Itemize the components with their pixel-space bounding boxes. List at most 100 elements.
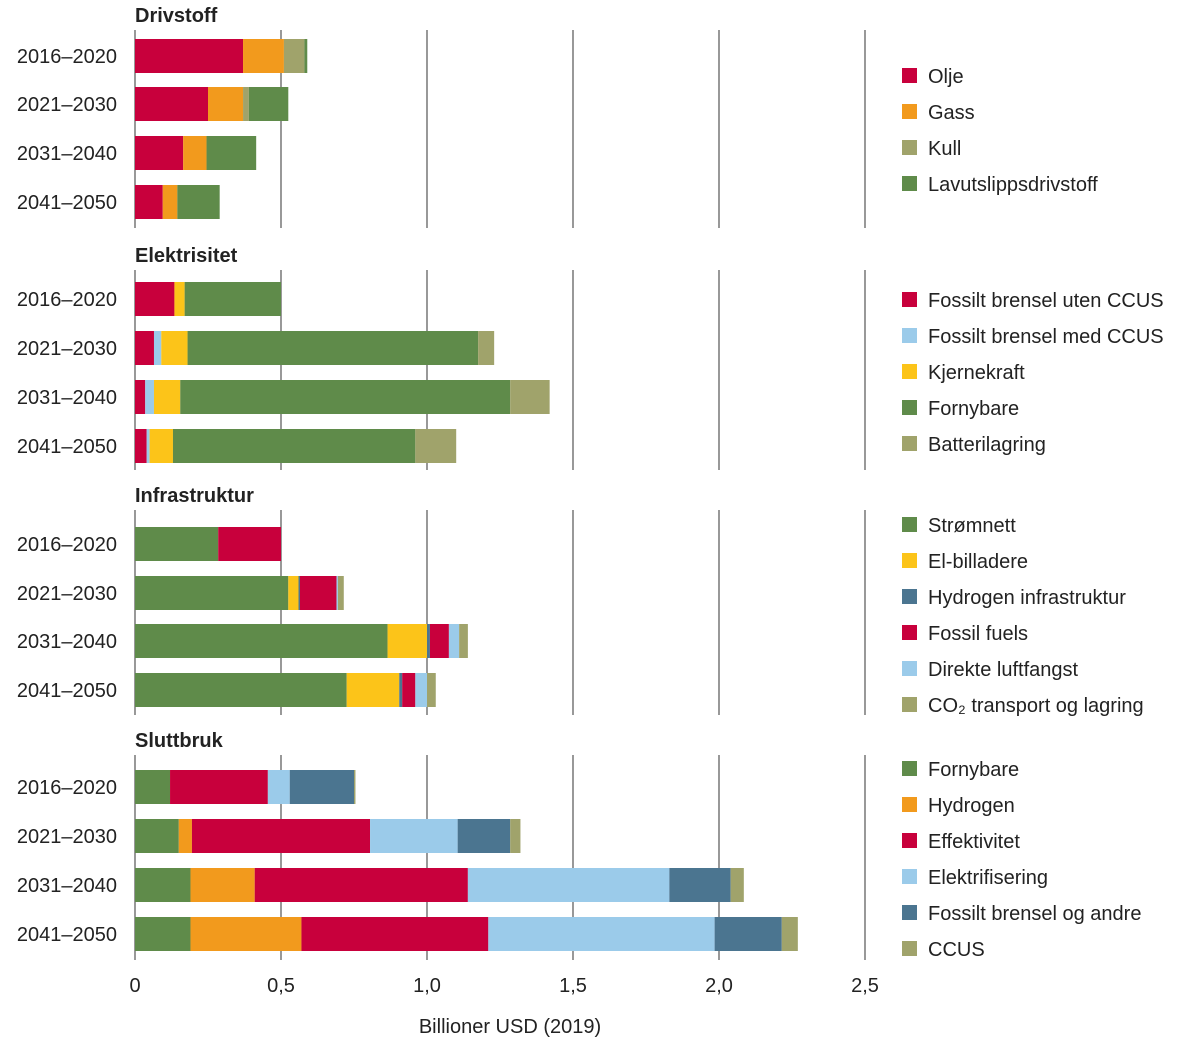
bar-segment <box>457 819 511 853</box>
bar-segment <box>337 576 344 610</box>
bar-segment <box>135 331 154 365</box>
bar-segment <box>135 136 184 170</box>
category-label: 2021–2030 <box>17 94 117 116</box>
bar-segment <box>135 917 191 951</box>
category-label: 2031–2040 <box>17 875 117 897</box>
bar-segment <box>146 429 150 463</box>
category-label: 2016–2020 <box>17 534 117 556</box>
x-tick-label: 0,5 <box>267 975 295 997</box>
legend-swatch <box>902 941 917 956</box>
legend-swatch <box>902 104 917 119</box>
legend-label: CO₂ transport og lagring <box>928 695 1144 717</box>
bar-segment <box>178 819 192 853</box>
bar-segment <box>370 819 458 853</box>
bar-segment <box>243 39 284 73</box>
bar-segment <box>153 331 162 365</box>
legend-swatch <box>902 697 917 712</box>
legend-swatch <box>902 625 917 640</box>
legend-swatch <box>902 176 917 191</box>
legend-label: CCUS <box>928 939 985 961</box>
bar-segment <box>399 673 403 707</box>
x-axis: 0 0,5 1,0 1,5 2,0 2,5 Billioner USD (2019) <box>129 975 878 1038</box>
bar-segment <box>415 429 457 463</box>
labels: Drivstoff 2016–2020 2021–2030 2031–2040 2041… <box>17 5 254 946</box>
bar-segment <box>135 87 208 121</box>
x-tick-label: 0 <box>129 975 140 997</box>
bar-segment <box>190 868 255 902</box>
bar-segment <box>135 673 347 707</box>
legend-swatch <box>902 869 917 884</box>
legend-swatch <box>902 140 917 155</box>
bar-segment <box>730 868 744 902</box>
bar-segment <box>336 576 338 610</box>
legend-label: Hydrogen infrastruktur <box>928 587 1126 609</box>
bar-segment <box>781 917 798 951</box>
category-label: 2041–2050 <box>17 436 117 458</box>
bar-segment <box>243 87 249 121</box>
bar-segment <box>174 282 185 316</box>
legend-label: Fossilt brensel og andre <box>928 903 1141 925</box>
bar-segment <box>135 282 175 316</box>
panel-title: Drivstoff <box>135 5 218 27</box>
legend-swatch <box>902 517 917 532</box>
bar-segment <box>402 673 416 707</box>
bar-segment <box>267 770 290 804</box>
legend-label: Lavutslippsdrivstoff <box>928 174 1098 196</box>
legend-label: Fossil fuels <box>928 623 1028 645</box>
bar-segment <box>135 39 244 73</box>
legend-label: Olje <box>928 66 964 88</box>
legend-swatch <box>902 328 917 343</box>
x-tick-label: 1,5 <box>559 975 587 997</box>
legend-label: Batterilagring <box>928 434 1046 456</box>
category-label: 2031–2040 <box>17 387 117 409</box>
legend-label: Hydrogen <box>928 795 1015 817</box>
legend-label: Elektrifisering <box>928 867 1048 889</box>
bar-segment <box>208 87 244 121</box>
bar-segment <box>145 380 154 414</box>
bar-segment <box>387 624 427 658</box>
bar-segment <box>153 380 181 414</box>
legend-label: Fornybare <box>928 759 1019 781</box>
bar-segment <box>299 576 337 610</box>
legend-swatch <box>902 905 917 920</box>
legend-swatch <box>902 833 917 848</box>
bar-segment <box>170 770 268 804</box>
legends: Olje Gass Kull Lavutslippsdrivstoff Fossilt … <box>902 66 1164 961</box>
legend-swatch <box>902 553 917 568</box>
category-label: 2031–2040 <box>17 143 117 165</box>
bar-segment <box>289 770 354 804</box>
category-label: 2041–2050 <box>17 924 117 946</box>
bar-segment <box>478 331 495 365</box>
category-label: 2041–2050 <box>17 192 117 214</box>
legend-label: Effektivitet <box>928 831 1020 853</box>
legend-label: Kjernekraft <box>928 362 1025 384</box>
legend-swatch <box>902 436 917 451</box>
bar-segment <box>298 576 300 610</box>
bar-segment <box>288 576 299 610</box>
bar-segment <box>172 429 416 463</box>
legend-swatch <box>902 292 917 307</box>
bar-segment <box>206 136 257 170</box>
legend-label: El-billadere <box>928 551 1028 573</box>
legend-label: Kull <box>928 138 961 160</box>
bar-segment <box>135 624 388 658</box>
bar-segment <box>135 429 147 463</box>
bars <box>135 39 798 951</box>
bar-segment <box>180 380 511 414</box>
bar-segment <box>135 185 163 219</box>
bar-segment <box>301 917 489 951</box>
bar-segment <box>135 770 171 804</box>
bar-segment <box>467 868 670 902</box>
bar-segment <box>187 331 479 365</box>
legend-swatch <box>902 797 917 812</box>
panel-title: Sluttbruk <box>135 730 224 752</box>
bar-segment <box>429 624 449 658</box>
x-tick-label: 2,5 <box>851 975 879 997</box>
legend-swatch <box>902 589 917 604</box>
bar-segment <box>135 527 219 561</box>
bar-segment <box>488 917 715 951</box>
bar-segment <box>248 87 289 121</box>
legend-label: Direkte luftfangst <box>928 659 1079 681</box>
legend-label: Fornybare <box>928 398 1019 420</box>
legend-swatch <box>902 661 917 676</box>
